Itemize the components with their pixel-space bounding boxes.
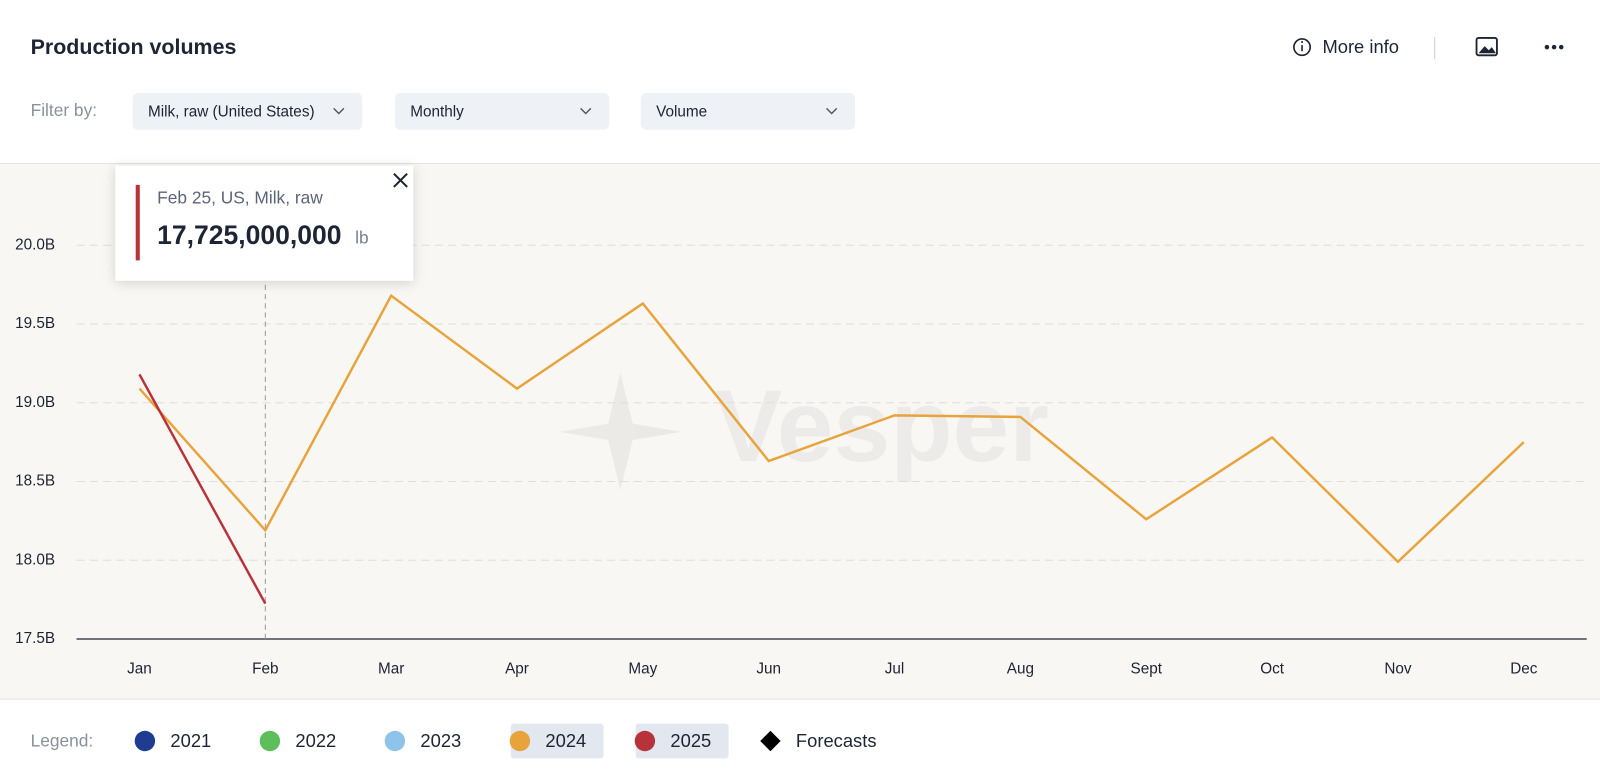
- filter-label: Filter by:: [31, 100, 97, 120]
- series-line: [138, 373, 267, 605]
- x-tick-label: Mar: [378, 661, 404, 678]
- tooltip-box: [115, 165, 414, 281]
- legend-text: 2022: [295, 730, 336, 751]
- x-tick-label: Dec: [1510, 661, 1538, 678]
- y-tick-label: 18.0B: [15, 551, 55, 568]
- legend-swatch: [384, 730, 406, 752]
- tooltip-value: 17,725,000,000: [157, 220, 341, 250]
- legend-highlight: [510, 723, 604, 759]
- dropdown-label: Milk, raw (United States): [148, 103, 315, 120]
- legend-item[interactable]: 2023: [384, 730, 462, 752]
- dot: [1558, 44, 1564, 50]
- image-icon: [1475, 37, 1498, 57]
- menu-button[interactable]: [1544, 44, 1564, 50]
- legend-swatch: [634, 730, 656, 752]
- y-tick-label: 19.0B: [15, 394, 55, 411]
- y-tick-label: 19.5B: [15, 315, 55, 332]
- legend-highlight: [635, 723, 729, 759]
- more-info[interactable]: More info: [1293, 36, 1399, 57]
- dropdown-box: [640, 93, 856, 130]
- legend-text: Forecasts: [796, 730, 877, 751]
- tooltip-title: Feb 25, US, Milk, raw: [157, 188, 323, 208]
- series-line: [138, 293, 1525, 564]
- x-tick-label: May: [628, 661, 657, 678]
- legend-label: Legend:: [31, 731, 94, 751]
- more-info-label: More info: [1322, 36, 1399, 57]
- x-tick-label: Nov: [1384, 661, 1412, 678]
- dropdown-box: [132, 93, 363, 130]
- x-tick-label: Aug: [1007, 661, 1034, 678]
- legend-item[interactable]: 2021: [134, 730, 212, 752]
- x-tick-label: Jul: [885, 661, 905, 678]
- dropdown-label: Monthly: [410, 103, 464, 120]
- x-tick-label: Jan: [127, 661, 152, 678]
- x-tick-label: Apr: [505, 661, 529, 678]
- legend-text: 2025: [670, 730, 711, 751]
- tooltip-unit: lb: [355, 228, 369, 248]
- y-tick-label: 20.0B: [15, 236, 55, 253]
- legend-item[interactable]: 2024: [509, 723, 604, 759]
- chevron: [333, 107, 345, 115]
- legend-text: 2023: [420, 730, 461, 751]
- legend-text: 2024: [545, 730, 586, 751]
- x-tick-label: Feb: [252, 661, 278, 678]
- x-tick-label: Jun: [756, 661, 781, 678]
- chevron: [580, 107, 592, 115]
- watermark-text: Vesper: [714, 369, 1049, 483]
- watermark: Vesper: [559, 369, 1049, 490]
- dropdown-box: [394, 93, 610, 130]
- dropdown[interactable]: Milk, raw (United States): [132, 93, 363, 130]
- dropdown[interactable]: Volume: [640, 93, 856, 130]
- legend-text: 2021: [170, 730, 211, 751]
- legend-item[interactable]: 2022: [259, 730, 337, 752]
- dropdown-label: Volume: [656, 103, 707, 120]
- info-icon: [1293, 38, 1312, 57]
- legend-item[interactable]: 2025: [634, 723, 729, 759]
- dot: [1551, 44, 1557, 50]
- watermark-logo: [559, 372, 682, 490]
- info-icon-dot: [1301, 41, 1304, 44]
- tooltip-close[interactable]: [393, 172, 408, 188]
- y-tick-label: 17.5B: [15, 630, 55, 647]
- x-tick-label: Oct: [1260, 661, 1285, 678]
- title: Production volumes: [31, 35, 237, 59]
- chevron: [826, 107, 838, 115]
- legend-swatch: [259, 730, 281, 752]
- legend-swatch: [509, 730, 531, 752]
- legend-item[interactable]: Forecasts: [760, 730, 877, 752]
- legend-diamond: [760, 730, 781, 752]
- y-tick-label: 18.5B: [15, 473, 55, 490]
- image-button[interactable]: [1475, 37, 1498, 57]
- dot: [1544, 44, 1550, 50]
- legend-swatch: [134, 730, 156, 752]
- tooltip-bar: [135, 184, 140, 261]
- image-icon-shape: [1478, 46, 1496, 54]
- dropdown[interactable]: Monthly: [394, 93, 610, 130]
- x-tick-label: Sept: [1131, 661, 1163, 678]
